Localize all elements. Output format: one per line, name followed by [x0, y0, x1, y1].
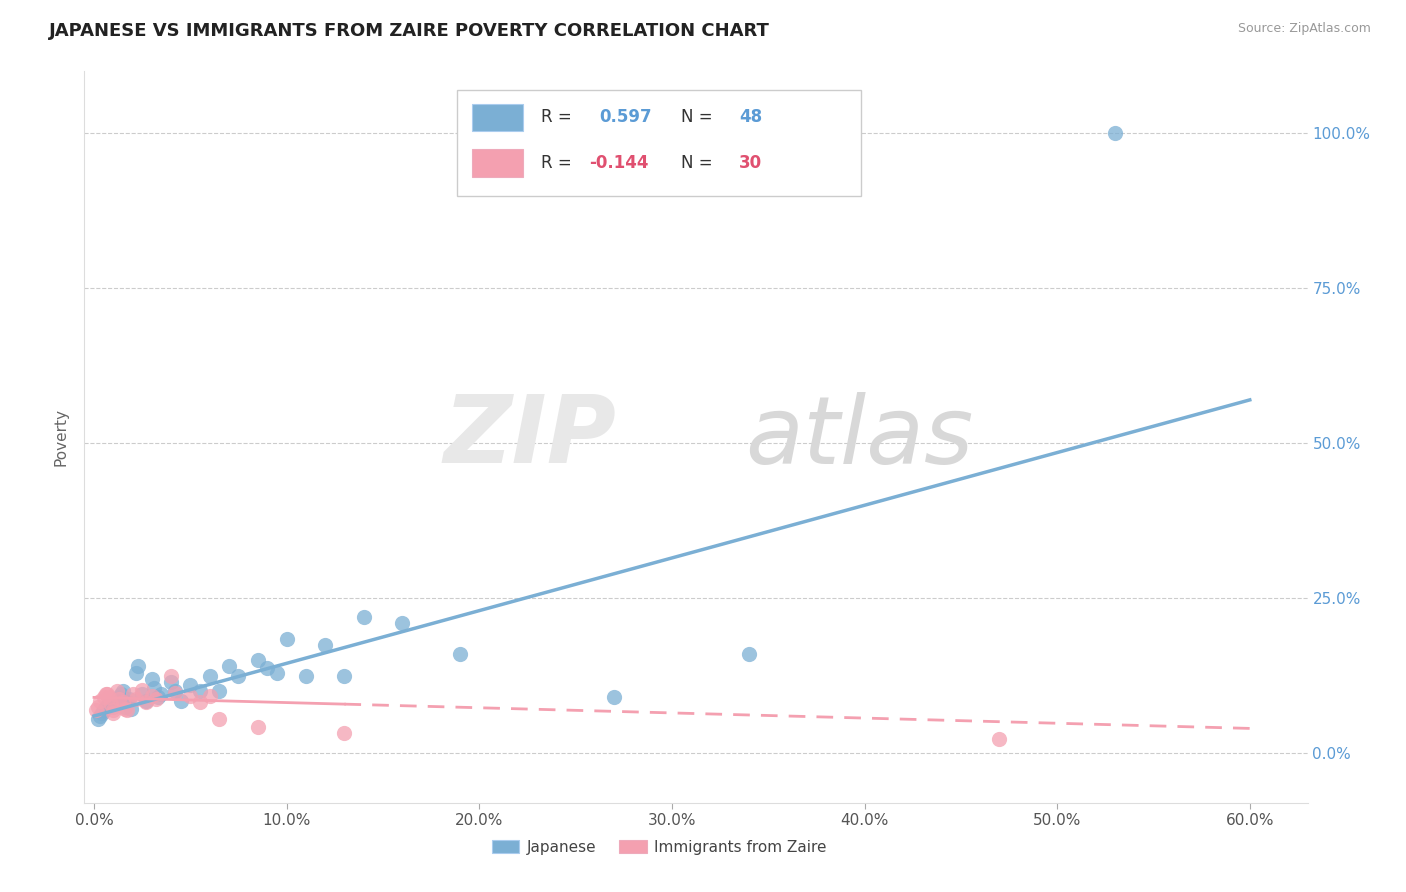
Point: [127, 659, 149, 673]
Text: JAPANESE VS IMMIGRANTS FROM ZAIRE POVERTY CORRELATION CHART: JAPANESE VS IMMIGRANTS FROM ZAIRE POVERT…: [49, 22, 770, 40]
Text: -0.144: -0.144: [589, 153, 650, 172]
Text: N =: N =: [682, 153, 718, 172]
Point: [125, 665, 148, 680]
Point: [188, 695, 211, 709]
Point: [603, 690, 626, 705]
Point: [111, 684, 134, 698]
Point: [135, 693, 157, 707]
Point: [208, 684, 231, 698]
Point: [90, 706, 112, 720]
Point: [160, 674, 183, 689]
FancyBboxPatch shape: [472, 103, 523, 131]
Point: [246, 720, 269, 734]
Point: [170, 693, 193, 707]
Point: [988, 731, 1011, 746]
FancyBboxPatch shape: [472, 149, 523, 177]
Point: [111, 695, 134, 709]
Point: [110, 687, 132, 701]
Point: [218, 659, 240, 673]
Point: [105, 684, 128, 698]
Point: [93, 690, 115, 705]
Point: [96, 687, 118, 701]
Point: [266, 665, 288, 680]
Point: [208, 712, 231, 726]
Point: [105, 693, 128, 707]
Point: [198, 669, 221, 683]
Point: [163, 686, 186, 700]
Point: [98, 690, 121, 705]
Point: [93, 703, 115, 717]
Y-axis label: Poverty: Poverty: [53, 408, 69, 467]
Text: atlas: atlas: [745, 392, 973, 483]
Point: [246, 653, 269, 667]
Point: [121, 687, 143, 701]
Point: [179, 689, 201, 703]
Point: [89, 693, 111, 707]
Text: ZIP: ZIP: [443, 391, 616, 483]
Point: [333, 669, 356, 683]
FancyBboxPatch shape: [457, 90, 860, 195]
Point: [256, 661, 278, 675]
Point: [108, 690, 131, 705]
Text: 48: 48: [738, 109, 762, 127]
Point: [142, 681, 165, 695]
Legend: Japanese, Immigrants from Zaire: Japanese, Immigrants from Zaire: [485, 834, 832, 861]
Point: [103, 703, 125, 717]
Point: [295, 669, 318, 683]
Point: [108, 691, 131, 706]
Point: [114, 699, 136, 714]
Point: [87, 712, 110, 726]
Point: [118, 691, 141, 706]
Point: [146, 690, 169, 705]
Point: [100, 697, 122, 711]
Point: [353, 610, 375, 624]
Point: [96, 699, 118, 714]
Text: Source: ZipAtlas.com: Source: ZipAtlas.com: [1237, 22, 1371, 36]
Point: [738, 647, 761, 661]
Point: [94, 699, 117, 714]
Point: [98, 697, 121, 711]
Point: [314, 638, 336, 652]
Point: [120, 701, 142, 715]
Point: [131, 687, 153, 701]
Point: [103, 699, 125, 714]
Point: [141, 689, 163, 703]
Point: [449, 647, 471, 661]
Point: [145, 691, 167, 706]
Point: [94, 687, 117, 701]
Point: [131, 683, 153, 698]
Point: [163, 684, 186, 698]
Point: [333, 725, 356, 739]
Point: [391, 615, 413, 630]
Point: [115, 703, 138, 717]
Point: [135, 695, 157, 709]
Point: [198, 689, 221, 703]
Point: [228, 669, 250, 683]
Point: [125, 691, 148, 706]
Point: [276, 632, 298, 646]
Point: [103, 697, 125, 711]
Point: [100, 697, 122, 711]
Text: R =: R =: [541, 153, 576, 172]
Point: [1104, 126, 1126, 140]
Text: R =: R =: [541, 109, 576, 127]
Point: [114, 701, 136, 715]
Point: [103, 706, 125, 720]
Point: [89, 709, 111, 723]
Point: [84, 703, 107, 717]
Point: [179, 678, 201, 692]
Text: 0.597: 0.597: [599, 109, 652, 127]
Point: [188, 684, 211, 698]
Point: [150, 687, 173, 701]
Point: [115, 695, 138, 709]
Text: N =: N =: [682, 109, 718, 127]
Point: [160, 669, 183, 683]
Point: [87, 699, 110, 714]
Text: 30: 30: [738, 153, 762, 172]
Point: [141, 672, 163, 686]
